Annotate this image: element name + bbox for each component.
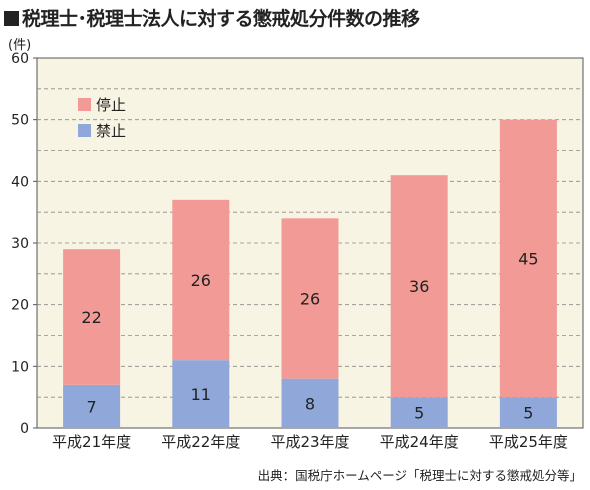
y-tick-label: 30 xyxy=(11,236,29,252)
source-note: 出典：国税庁ホームページ「税理士に対する懲戒処分等」 xyxy=(257,468,582,483)
data-label: 36 xyxy=(409,277,429,296)
data-label: 5 xyxy=(523,404,533,423)
y-tick-label: 10 xyxy=(11,359,29,375)
y-tick-label: 20 xyxy=(11,298,29,314)
legend-swatch xyxy=(78,98,91,111)
y-tick-label: 50 xyxy=(11,113,29,129)
bar-segment-停止 xyxy=(172,199,230,361)
data-label: 8 xyxy=(305,394,315,413)
bar-segment-禁止 xyxy=(63,384,121,428)
bar-segment-禁止 xyxy=(281,378,339,428)
data-label: 26 xyxy=(191,271,211,290)
data-label: 45 xyxy=(518,249,538,268)
legend-swatch xyxy=(78,124,91,137)
y-tick-label: 40 xyxy=(11,174,29,190)
legend-label: 禁止 xyxy=(96,122,126,140)
y-tick-label: 0 xyxy=(20,421,29,437)
x-category-label: 平成25年度 xyxy=(489,433,568,451)
legend-label: 停止 xyxy=(96,96,126,114)
bar-segment-停止 xyxy=(63,249,121,385)
data-label: 11 xyxy=(191,385,211,404)
chart-title-text: 税理士･税理士法人に対する懲戒処分件数の推移 xyxy=(22,8,420,30)
bar-segment-禁止 xyxy=(390,397,448,428)
bar-segment-停止 xyxy=(390,175,448,398)
bar-segment-停止 xyxy=(499,119,557,398)
x-category-label: 平成23年度 xyxy=(270,433,349,451)
x-category-label: 平成21年度 xyxy=(52,433,131,451)
data-label: 26 xyxy=(300,290,320,309)
data-label: 7 xyxy=(87,397,97,416)
bar-segment-禁止 xyxy=(172,360,230,428)
data-label: 22 xyxy=(81,308,101,327)
chart-title: 税理士･税理士法人に対する懲戒処分件数の推移 xyxy=(4,4,420,31)
data-label: 5 xyxy=(414,404,424,423)
x-category-label: 平成22年度 xyxy=(161,433,240,451)
y-axis-unit-label: (件) xyxy=(8,38,32,53)
y-tick-label: 60 xyxy=(11,51,29,67)
bar-segment-停止 xyxy=(281,218,339,379)
square-bullet-icon xyxy=(4,11,19,26)
x-category-label: 平成24年度 xyxy=(380,433,459,451)
bar-segment-禁止 xyxy=(499,397,557,428)
